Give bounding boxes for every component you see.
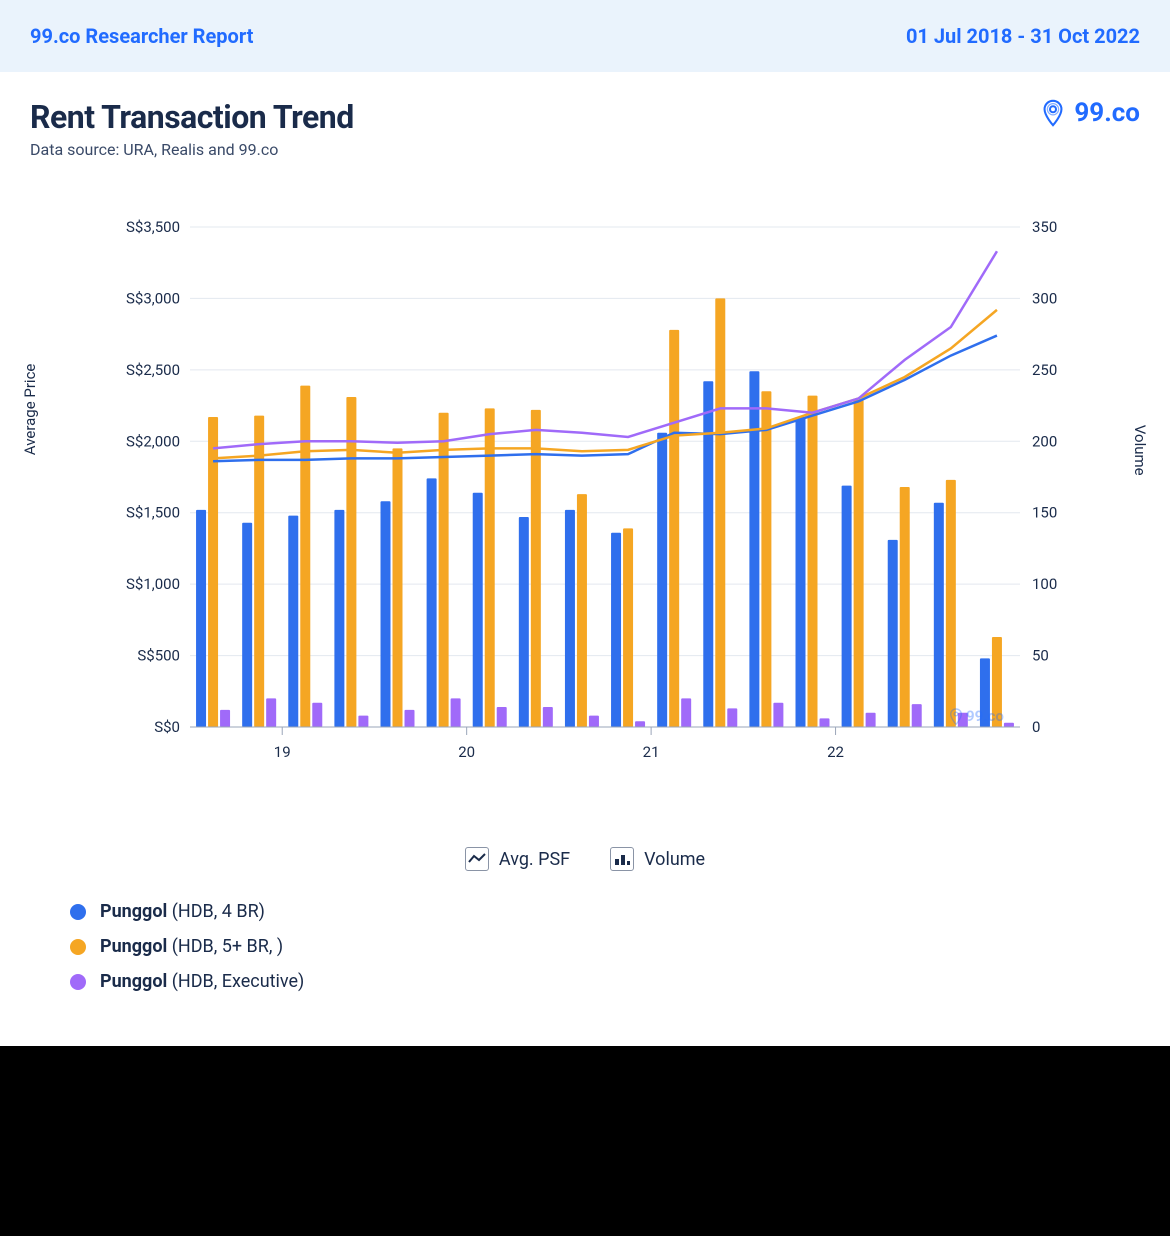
legend-volume-label: Volume [644,849,705,870]
bar-icon [610,847,634,871]
series-label: Punggol (HDB, 5+ BR, ) [100,936,283,957]
y-left-axis-label: Average Price [21,364,39,456]
series-legend-item: Punggol (HDB, Executive) [70,971,1100,992]
svg-text:S$3,000: S$3,000 [126,289,180,307]
line-icon [465,847,489,871]
svg-text:S$1,500: S$1,500 [126,504,180,522]
series-label: Punggol (HDB, Executive) [100,971,304,992]
svg-text:S$2,000: S$2,000 [126,432,180,450]
subtitle: Data source: URA, Realis and 99.co [30,140,354,159]
svg-text:250: 250 [1032,361,1057,379]
series-color-dot [70,974,86,990]
svg-text:150: 150 [1032,504,1057,522]
brand-logo: 99.co [1038,98,1140,128]
header-bar: 99.co Researcher Report 01 Jul 2018 - 31… [0,0,1170,72]
svg-text:99.co: 99.co [966,707,1004,725]
brand-report-label: 99.co Researcher Report [30,24,253,48]
legend-volume: Volume [610,847,705,871]
chart-type-legend: Avg. PSF Volume [0,817,1170,891]
series-label: Punggol (HDB, 4 BR) [100,901,265,922]
brand-logo-text: 99.co [1074,98,1140,128]
title-block: Rent Transaction Trend Data source: URA,… [30,98,354,159]
svg-text:19: 19 [274,743,291,761]
series-color-dot [70,904,86,920]
svg-text:S$500: S$500 [137,647,180,665]
date-range-label: 01 Jul 2018 - 31 Oct 2022 [906,24,1140,48]
svg-text:S$2,500: S$2,500 [126,361,180,379]
svg-text:22: 22 [827,743,844,761]
svg-text:S$0: S$0 [154,718,180,736]
svg-text:200: 200 [1032,432,1057,450]
svg-text:0: 0 [1032,718,1040,736]
series-legend-item: Punggol (HDB, 5+ BR, ) [70,936,1100,957]
footer-black [0,1046,1170,1236]
chart-container: Average Price Volume S$0 0 S$500 50 S$1,000 1… [0,167,1170,817]
svg-text:50: 50 [1032,647,1049,665]
series-legend: Punggol (HDB, 4 BR) Punggol (HDB, 5+ BR, … [0,891,1170,1046]
pin-icon [1038,98,1068,128]
svg-text:S$1,000: S$1,000 [126,575,180,593]
combo-chart: S$0 0 S$500 50 S$1,000 100 S$1,500 150 S$2,000 20… [60,207,1110,807]
svg-text:S$3,500: S$3,500 [126,218,180,236]
legend-avg-psf-label: Avg. PSF [499,849,570,870]
y-right-axis-label: Volume [1131,425,1149,476]
svg-text:350: 350 [1032,218,1057,236]
svg-text:20: 20 [458,743,475,761]
legend-avg-psf: Avg. PSF [465,847,570,871]
series-legend-item: Punggol (HDB, 4 BR) [70,901,1100,922]
svg-text:100: 100 [1032,575,1057,593]
svg-text:300: 300 [1032,289,1057,307]
svg-text:21: 21 [643,743,660,761]
title-row: Rent Transaction Trend Data source: URA,… [0,72,1170,167]
series-color-dot [70,939,86,955]
page-title: Rent Transaction Trend [30,98,354,136]
